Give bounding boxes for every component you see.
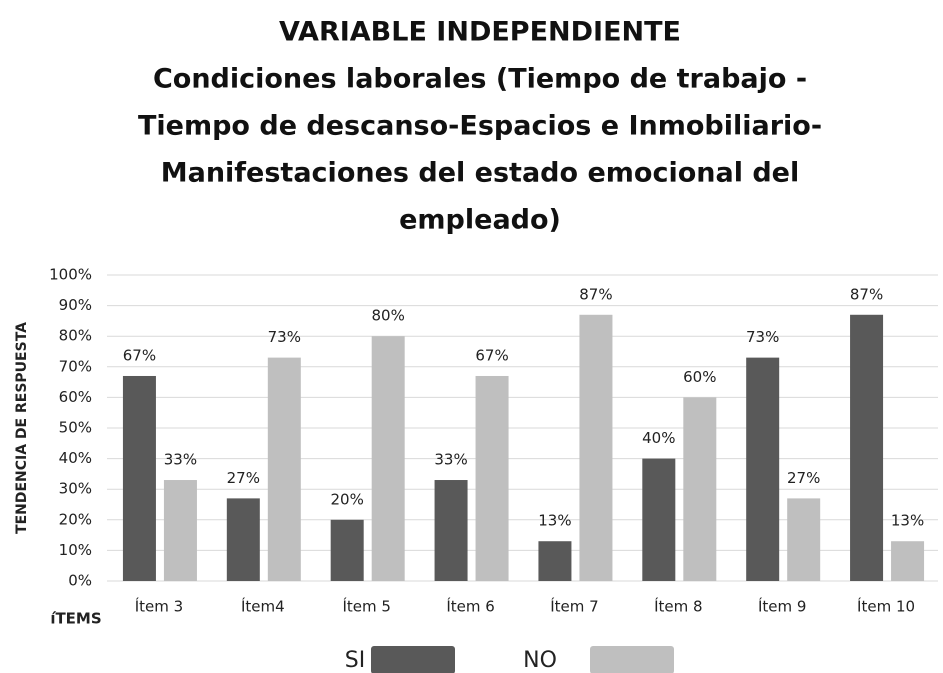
y-tick-label: 10%: [59, 541, 92, 559]
value-label: 73%: [268, 328, 301, 346]
y-tick-label: 60%: [59, 388, 92, 406]
bar: [787, 498, 821, 581]
x-tick-label: Ítem 9: [758, 597, 806, 616]
bar: [122, 375, 156, 581]
value-label: 40%: [642, 429, 675, 447]
value-label: 67%: [475, 346, 508, 364]
x-axis-label: íTEMS: [50, 610, 101, 628]
chart-title: Tiempo de descanso-Espacios e Inmobiliar…: [138, 111, 822, 142]
chart-title: empleado): [399, 205, 561, 236]
bar: [434, 480, 468, 581]
x-tick-label: Ítem4: [241, 597, 285, 616]
bar: [371, 336, 405, 581]
value-label: 33%: [164, 451, 197, 469]
value-label: 27%: [227, 469, 260, 487]
chart-title: VARIABLE INDEPENDIENTE: [279, 17, 681, 48]
value-label: 67%: [123, 346, 156, 364]
value-label: 20%: [331, 490, 364, 508]
bar: [538, 541, 572, 581]
y-tick-label: 70%: [59, 357, 92, 375]
bar: [163, 480, 197, 581]
value-label: 27%: [787, 469, 820, 487]
x-tick-label: Ítem 10: [857, 597, 915, 616]
value-label: 60%: [683, 368, 716, 386]
value-label: 87%: [850, 285, 883, 303]
x-tick-label: Ítem 7: [550, 597, 598, 616]
y-tick-label: 30%: [59, 480, 92, 498]
y-axis-label: TENDENCIA DE RESPUESTA: [14, 322, 30, 534]
x-tick-label: Ítem 6: [446, 597, 494, 616]
value-label: 73%: [746, 328, 779, 346]
chart-title: Manifestaciones del estado emocional del: [161, 158, 800, 189]
y-tick-label: 100%: [49, 266, 92, 284]
value-label: 33%: [434, 451, 467, 469]
bar: [267, 357, 301, 581]
bar: [891, 541, 925, 581]
legend-label: NO: [523, 648, 557, 673]
legend-swatch: [371, 646, 455, 673]
bar: [579, 314, 613, 581]
y-tick-label: 40%: [59, 449, 92, 467]
x-tick-label: Ítem 5: [342, 597, 390, 616]
y-tick-label: 0%: [68, 572, 92, 590]
value-label: 13%: [538, 512, 571, 530]
y-tick-label: 80%: [59, 327, 92, 345]
bar: [475, 375, 509, 581]
y-tick-label: 20%: [59, 510, 92, 528]
y-tick-label: 90%: [59, 296, 92, 314]
value-label: 13%: [891, 512, 924, 530]
legend-label: SI: [345, 648, 365, 673]
bar: [642, 458, 676, 581]
chart-title: Condiciones laborales (Tiempo de trabajo…: [153, 64, 807, 95]
legend-swatch: [590, 646, 674, 673]
bar: [746, 357, 780, 581]
y-tick-label: 50%: [59, 419, 92, 437]
x-tick-label: Ítem 3: [135, 597, 183, 616]
bar: [330, 519, 364, 581]
bar: [683, 397, 717, 581]
bar: [850, 314, 884, 581]
value-label: 87%: [579, 285, 612, 303]
bar: [226, 498, 260, 581]
x-tick-label: Ítem 8: [654, 597, 702, 616]
value-label: 80%: [372, 307, 405, 325]
